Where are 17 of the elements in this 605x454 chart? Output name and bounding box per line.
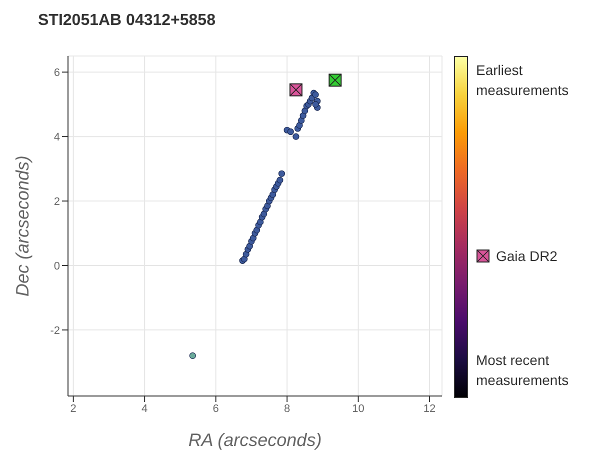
color-bar-label: Earliest measurements [476, 61, 570, 100]
chart-title: STI2051AB 04312+5858 [38, 12, 216, 30]
y-tick-label: 6 [54, 67, 60, 80]
legend-label: Gaia DR2 [495, 248, 558, 264]
x-axis-title: RA (arcseconds) [188, 430, 322, 450]
x-tick-label: 6 [212, 402, 219, 415]
y-tick-label: 4 [54, 131, 60, 144]
x-tick-label: 8 [284, 402, 290, 415]
x-tick-label: 12 [423, 402, 436, 415]
color-bar-label: Most recent measurements [476, 351, 570, 390]
y-tick-label: 0 [54, 260, 60, 272]
y-tick-label: -2 [50, 324, 60, 337]
x-tick-label: 10 [352, 402, 364, 415]
y-tick-label: 2 [54, 196, 60, 208]
y-axis-title: Dec (arcseconds) [12, 155, 32, 297]
x-tick-label: 2 [70, 402, 76, 415]
x-tick-label: 4 [142, 402, 148, 415]
